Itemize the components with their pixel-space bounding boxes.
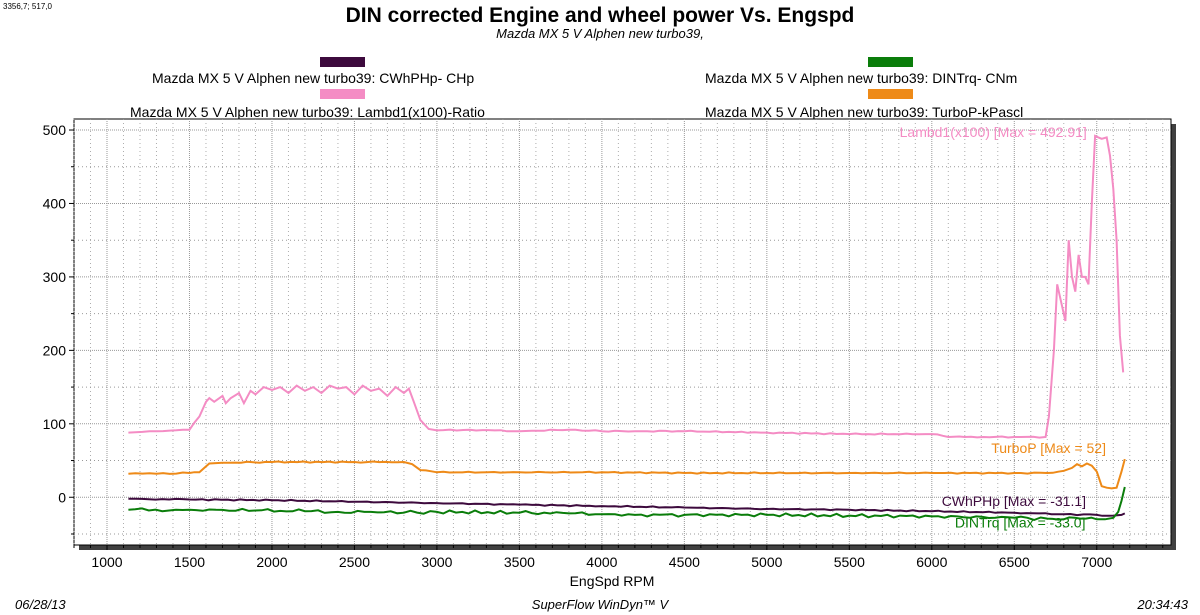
x-tick-label: 1500 [174, 554, 205, 570]
y-tick-label: 400 [43, 195, 67, 211]
data-series [128, 134, 1126, 522]
legend-label-turbop: Mazda MX 5 V Alphen new turbo39: TurboP-… [705, 104, 1024, 120]
x-tick-label: 3500 [504, 554, 535, 570]
series-annotations: Lambd1(x100) [Max = 492.91] TurboP [Max =… [900, 124, 1106, 530]
x-tick-label: 4000 [586, 554, 617, 570]
chart-title: DIN corrected Engine and wheel power Vs.… [345, 4, 855, 27]
legend-label-lambda: Mazda MX 5 V Alphen new turbo39: Lambd1(… [130, 104, 485, 120]
y-tick-label: 100 [43, 416, 67, 432]
legend-swatch-cwhphp [320, 57, 365, 67]
series-line-turbop [128, 458, 1126, 490]
y-tick-label: 500 [43, 122, 67, 138]
legend-label-cwhphp: Mazda MX 5 V Alphen new turbo39: CWhPHp-… [152, 70, 475, 86]
footer-time: 20:34:43 [1137, 597, 1188, 612]
x-tick-label: 2500 [339, 554, 370, 570]
footer-date: 06/28/13 [15, 597, 66, 612]
x-tick-label: 4500 [669, 554, 700, 570]
series-line-cwhphp [128, 497, 1126, 517]
y-tick-label: 200 [43, 342, 67, 358]
annotation-lambd1(x100): Lambd1(x100) [Max = 492.91] [900, 124, 1087, 140]
legend-label-dintrq: Mazda MX 5 V Alphen new turbo39: DINTrq-… [705, 70, 1018, 86]
y-tick-label: 300 [43, 269, 67, 285]
footer-app-name: SuperFlow WinDyn™ V [531, 597, 669, 612]
x-tick-label: 6000 [916, 554, 947, 570]
annotation-cwhphp: CWhPHp [Max = -31.1] [942, 493, 1086, 509]
cursor-coordinates: 3356,7; 517,0 [3, 2, 52, 11]
x-tick-label: 7000 [1081, 554, 1112, 570]
legend-swatch-dintrq [868, 57, 913, 67]
plot-area [73, 118, 1172, 546]
series-line-lambd1(x100) [128, 134, 1125, 439]
axes: 1000 1500 2000 2500 3000 3500 4000 4500 5000 5500… [43, 122, 1164, 570]
legend-swatch-lambda [320, 89, 365, 99]
annotation-dintrq: DINTrq [Max = -33.0] [955, 514, 1086, 530]
series-line-dintrq [128, 486, 1126, 522]
x-tick-label: 6500 [999, 554, 1030, 570]
x-tick-label: 3000 [421, 554, 452, 570]
annotation-turbop: TurboP [Max = 52] [991, 440, 1106, 456]
x-tick-label: 1000 [91, 554, 122, 570]
legend-swatch-turbop [868, 89, 913, 99]
y-tick-label: 0 [58, 489, 66, 505]
x-tick-label: 2000 [256, 554, 287, 570]
x-tick-label: 5500 [834, 554, 865, 570]
chart-subtitle: Mazda MX 5 V Alphen new turbo39, [496, 26, 704, 41]
x-axis-label: EngSpd RPM [570, 573, 655, 589]
x-tick-label: 5000 [751, 554, 782, 570]
